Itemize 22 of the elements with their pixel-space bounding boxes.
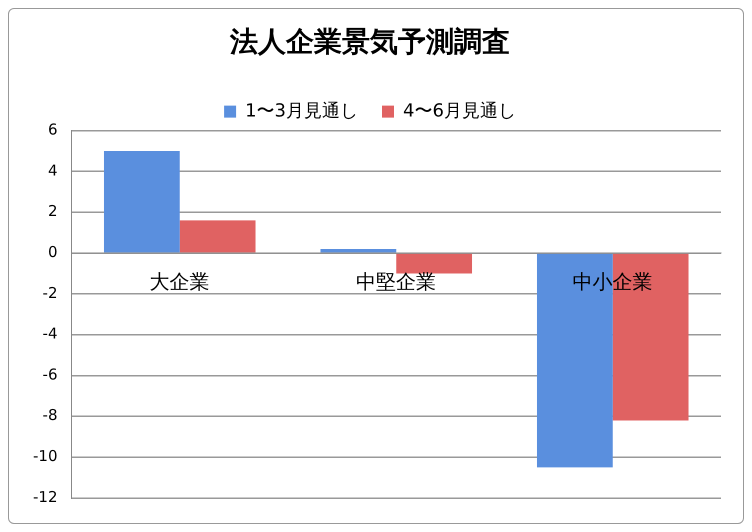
y-tick-label: 6 (48, 120, 58, 138)
y-tick-label: -10 (33, 447, 58, 466)
y-tick-label: 4 (48, 161, 58, 180)
y-tick-label: 2 (48, 202, 58, 220)
x-tick-label: 中堅企業 (356, 269, 436, 294)
y-tick-label: -12 (33, 488, 58, 506)
legend-label: 4〜6月見通し (403, 100, 516, 122)
chart-title: 法人企業景気予測調査 (229, 25, 510, 58)
bar (536, 254, 613, 468)
bar (320, 248, 396, 252)
bar (612, 254, 689, 420)
bar (180, 220, 256, 252)
y-tick-label: 0 (48, 242, 58, 261)
y-tick-label: -2 (42, 284, 58, 302)
x-tick-label: 中小企業 (572, 269, 653, 294)
x-tick-label: 大企業 (150, 269, 210, 294)
y-tick-label: -4 (42, 324, 58, 343)
bar (104, 151, 180, 252)
y-tick-label: -6 (42, 365, 58, 384)
y-tick-label: -8 (42, 406, 58, 424)
bar (396, 254, 472, 274)
legend-label: 1〜3月見通し (245, 100, 358, 122)
